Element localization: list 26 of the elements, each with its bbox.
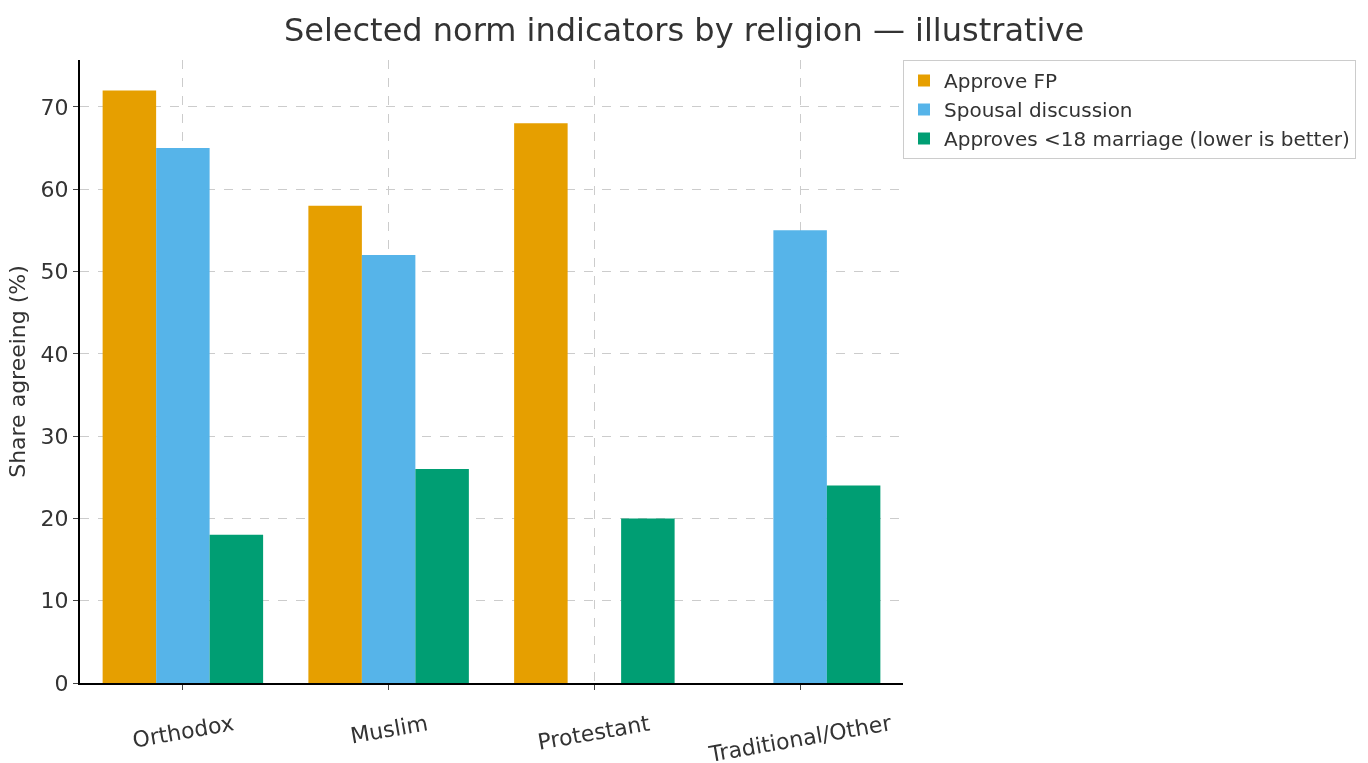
x-tick-label: Muslim [348,710,430,749]
bar [361,255,416,683]
bar [514,123,568,683]
bar [308,205,362,683]
y-tick-label: 0 [54,670,69,696]
legend-label: Approves <18 marriage (lower is better) [944,127,1350,152]
y-tick-label: 10 [40,588,69,614]
legend-label: Spousal discussion [944,98,1133,123]
bar [156,148,210,683]
bar [621,518,675,683]
y-tick-label: 50 [40,259,69,285]
x-tick-label: Protestant [535,710,652,755]
chart-title: Selected norm indicators by religion — illustrative [283,11,1085,50]
legend-label: Approve FP [944,69,1058,94]
bar [773,230,827,683]
bar [826,485,881,683]
x-tick-label: Orthodox [130,710,236,753]
y-axis-title: Share agreeing (%) [5,265,30,478]
y-tick-label: 30 [40,423,69,449]
y-tick-label: 60 [40,176,69,202]
bar [415,469,469,683]
y-tick-label: 70 [40,94,69,120]
y-tick-label: 40 [40,341,69,367]
bar [209,534,264,683]
y-tick-label: 20 [40,506,69,532]
bar [102,90,157,683]
